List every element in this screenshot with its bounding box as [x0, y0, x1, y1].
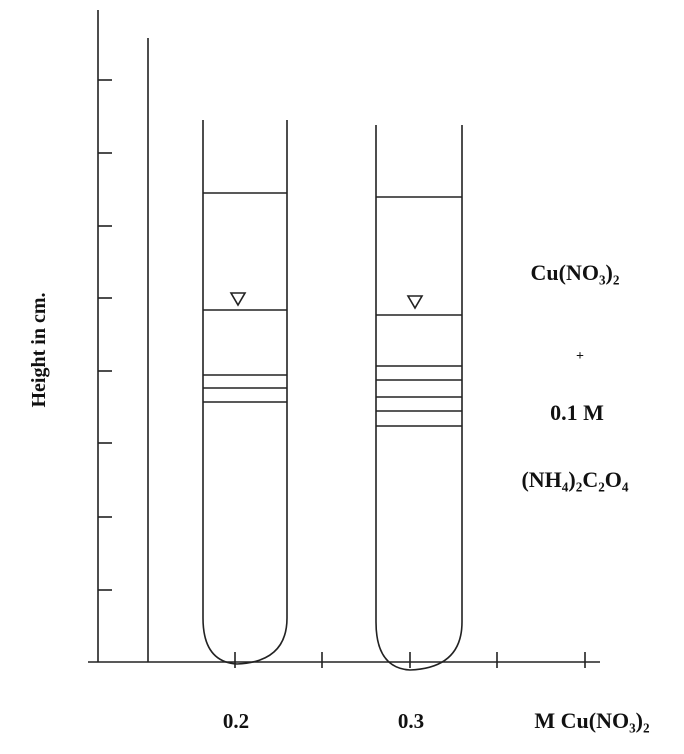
annotation-line: (NH₄)₂C₂O₄ — [521, 467, 628, 492]
axes — [88, 10, 600, 668]
annotation-line: + — [576, 349, 584, 364]
annotation-line: Cu(NO₃)₂ — [531, 260, 620, 285]
test-tube — [375, 125, 463, 671]
level-marker — [229, 292, 247, 307]
y-axis-label: Height in cm. — [28, 293, 50, 408]
annotation-line: 0.1 M — [550, 400, 604, 425]
level-marker — [406, 295, 424, 310]
x-axis-label: M Cu(NO₃)₂ — [534, 708, 650, 733]
tube-outline — [375, 125, 463, 671]
test-tube — [202, 120, 288, 665]
tube-outline — [202, 120, 288, 665]
x-tick-label: 0.2 — [223, 709, 249, 733]
x-tick-label: 0.3 — [398, 709, 424, 733]
